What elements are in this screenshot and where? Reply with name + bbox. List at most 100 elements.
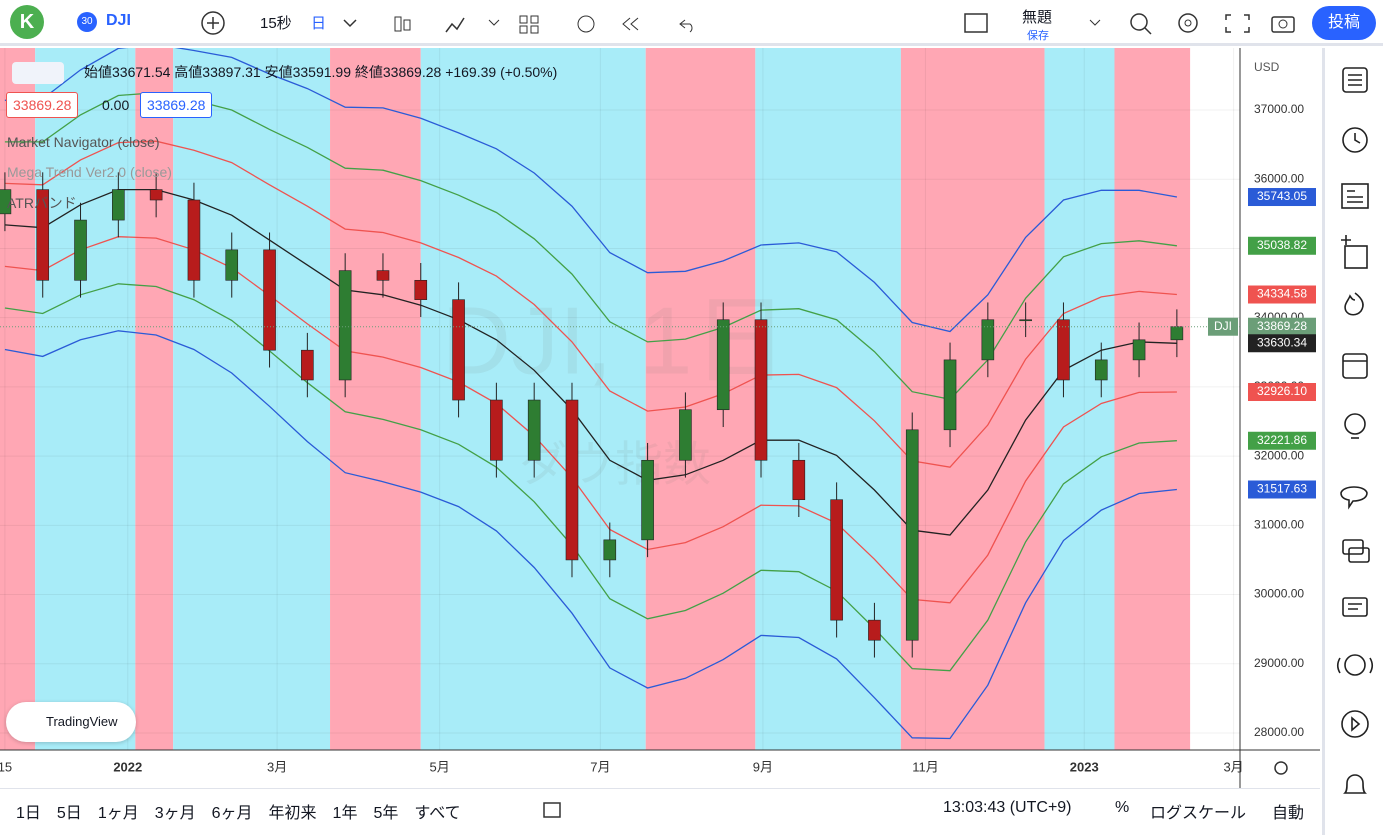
band-line (4, 283, 1177, 672)
interval[interactable]: 15秒 (260, 15, 292, 32)
candle-body (527, 399, 541, 461)
price-label-box (1248, 285, 1316, 304)
period[interactable]: 日 (311, 15, 327, 32)
candle-body (1132, 339, 1146, 361)
candle-body (74, 219, 87, 281)
candle-body (943, 359, 957, 431)
watermark: DJI, 1日 (442, 287, 789, 394)
price-label: 33630.34 (1257, 335, 1307, 349)
symbol[interactable]: DJI (106, 12, 131, 29)
price-label-box (1248, 383, 1316, 402)
auto-scale[interactable]: 自動 (1272, 805, 1305, 822)
range-button[interactable]: すべて (414, 805, 461, 822)
range-button[interactable]: 1ヶ月 (97, 805, 139, 822)
percent[interactable]: % (1115, 799, 1130, 816)
bid[interactable]: 33869.28 (6, 92, 79, 118)
candle-body (905, 429, 919, 641)
log-scale[interactable]: ログスケール (1150, 805, 1247, 822)
price-label: 33869.28 (1257, 319, 1307, 333)
range-button[interactable]: 5日 (56, 805, 82, 822)
x-tick-label: 5月 (430, 759, 450, 774)
watermark: ダウ指数 (519, 439, 711, 492)
label: 高値 (174, 64, 203, 80)
indicator[interactable]: Market Navigator (close) (7, 134, 160, 150)
sidebar-icons[interactable] (1325, 48, 1383, 808)
price-label: 35743.05 (1257, 189, 1307, 203)
candle-body (112, 189, 125, 221)
candle-body (716, 319, 730, 411)
range-group: 1日 5日 1ヶ月 3ヶ月 6ヶ月 年初来 1年 5年 すべて (16, 799, 461, 823)
y-tick-label: 31000.00 (1254, 517, 1304, 531)
range-button[interactable]: 3ヶ月 (154, 805, 196, 822)
band-line (4, 330, 1177, 740)
regime-band (330, 48, 421, 750)
x-tick-label: 11月 (912, 759, 939, 774)
ask[interactable]: 33869.28 (140, 92, 213, 118)
add-icon[interactable] (200, 10, 226, 36)
range-button[interactable]: 1日 (16, 805, 41, 822)
right-icons[interactable] (1086, 12, 1296, 36)
avatar[interactable]: K (10, 5, 44, 39)
candle-body (1057, 319, 1070, 381)
range-button[interactable]: 1年 (332, 805, 358, 822)
price-label-box (1248, 317, 1316, 336)
price-label-box (1248, 236, 1316, 255)
candle-body (679, 409, 692, 461)
regime-band (35, 48, 136, 750)
x-tick-label: 3月 (1223, 759, 1243, 774)
indicator[interactable]: ATRバンド (7, 195, 77, 211)
candle-body (981, 319, 995, 361)
candle-body (0, 189, 12, 215)
change: +169.39 (+0.50%) (445, 64, 558, 80)
price-label-box (1248, 431, 1316, 450)
price-axis (1240, 48, 1320, 788)
currency[interactable]: USD (1254, 60, 1280, 74)
spread: 0.00 (102, 97, 130, 113)
indicator[interactable]: Mega Trend Ver2.0 (close) (7, 164, 172, 180)
range-button[interactable]: 5年 (373, 805, 399, 822)
settings-icon[interactable] (1274, 761, 1288, 775)
range-button[interactable]: 年初来 (268, 805, 317, 822)
tool-icons[interactable] (340, 14, 720, 34)
date-range-icon[interactable] (540, 799, 566, 821)
candle-body (301, 349, 314, 381)
y-tick-label: 30000.00 (1254, 587, 1304, 601)
price-label: 31517.63 (1257, 482, 1307, 496)
price-label: 32926.10 (1257, 384, 1307, 398)
regime-band (1114, 48, 1191, 750)
label: 安値 (264, 64, 293, 80)
candle-body (149, 189, 163, 201)
candle-body (36, 189, 50, 281)
candle-body (1019, 319, 1032, 322)
price-label: 34334.58 (1257, 287, 1307, 301)
price-label: 32221.86 (1257, 433, 1307, 447)
layout-icon[interactable] (964, 12, 988, 34)
x-tick-label: 7月 (590, 759, 610, 774)
candle-body (830, 499, 843, 621)
candle-body (603, 539, 617, 561)
band-line (4, 140, 1177, 468)
layout-save[interactable]: 保存 (1027, 30, 1049, 42)
regime-band (645, 48, 756, 750)
tag-label: DJI (1214, 319, 1232, 333)
toolbar: K 30 DJI 15秒 日 無題 保存 投稿 (0, 0, 1383, 46)
bottom-bar: 1日 5日 1ヶ月 3ヶ月 6ヶ月 年初来 1年 5年 すべて 13:03:43 (UTC+9)… (0, 788, 1320, 835)
price-label-box (1248, 188, 1316, 207)
x-tick-label: 2023 (1070, 759, 1099, 774)
candle-body (792, 459, 806, 501)
candle-body (754, 319, 768, 461)
legend-toggle[interactable] (12, 62, 64, 84)
logo[interactable]: TradingView (6, 702, 136, 742)
y-tick-label: 32000.00 (1254, 448, 1304, 462)
candle-body (868, 619, 881, 641)
candle-body (490, 399, 503, 461)
candle-body (263, 249, 276, 351)
candle-body (376, 270, 390, 281)
layout-name[interactable]: 無題 (1022, 9, 1053, 26)
sidebar (1322, 48, 1383, 835)
value: 33671.54 (112, 64, 171, 80)
publish-button[interactable]: 投稿 (1312, 6, 1376, 40)
candle-body (641, 459, 654, 541)
range-button[interactable]: 6ヶ月 (211, 805, 253, 822)
